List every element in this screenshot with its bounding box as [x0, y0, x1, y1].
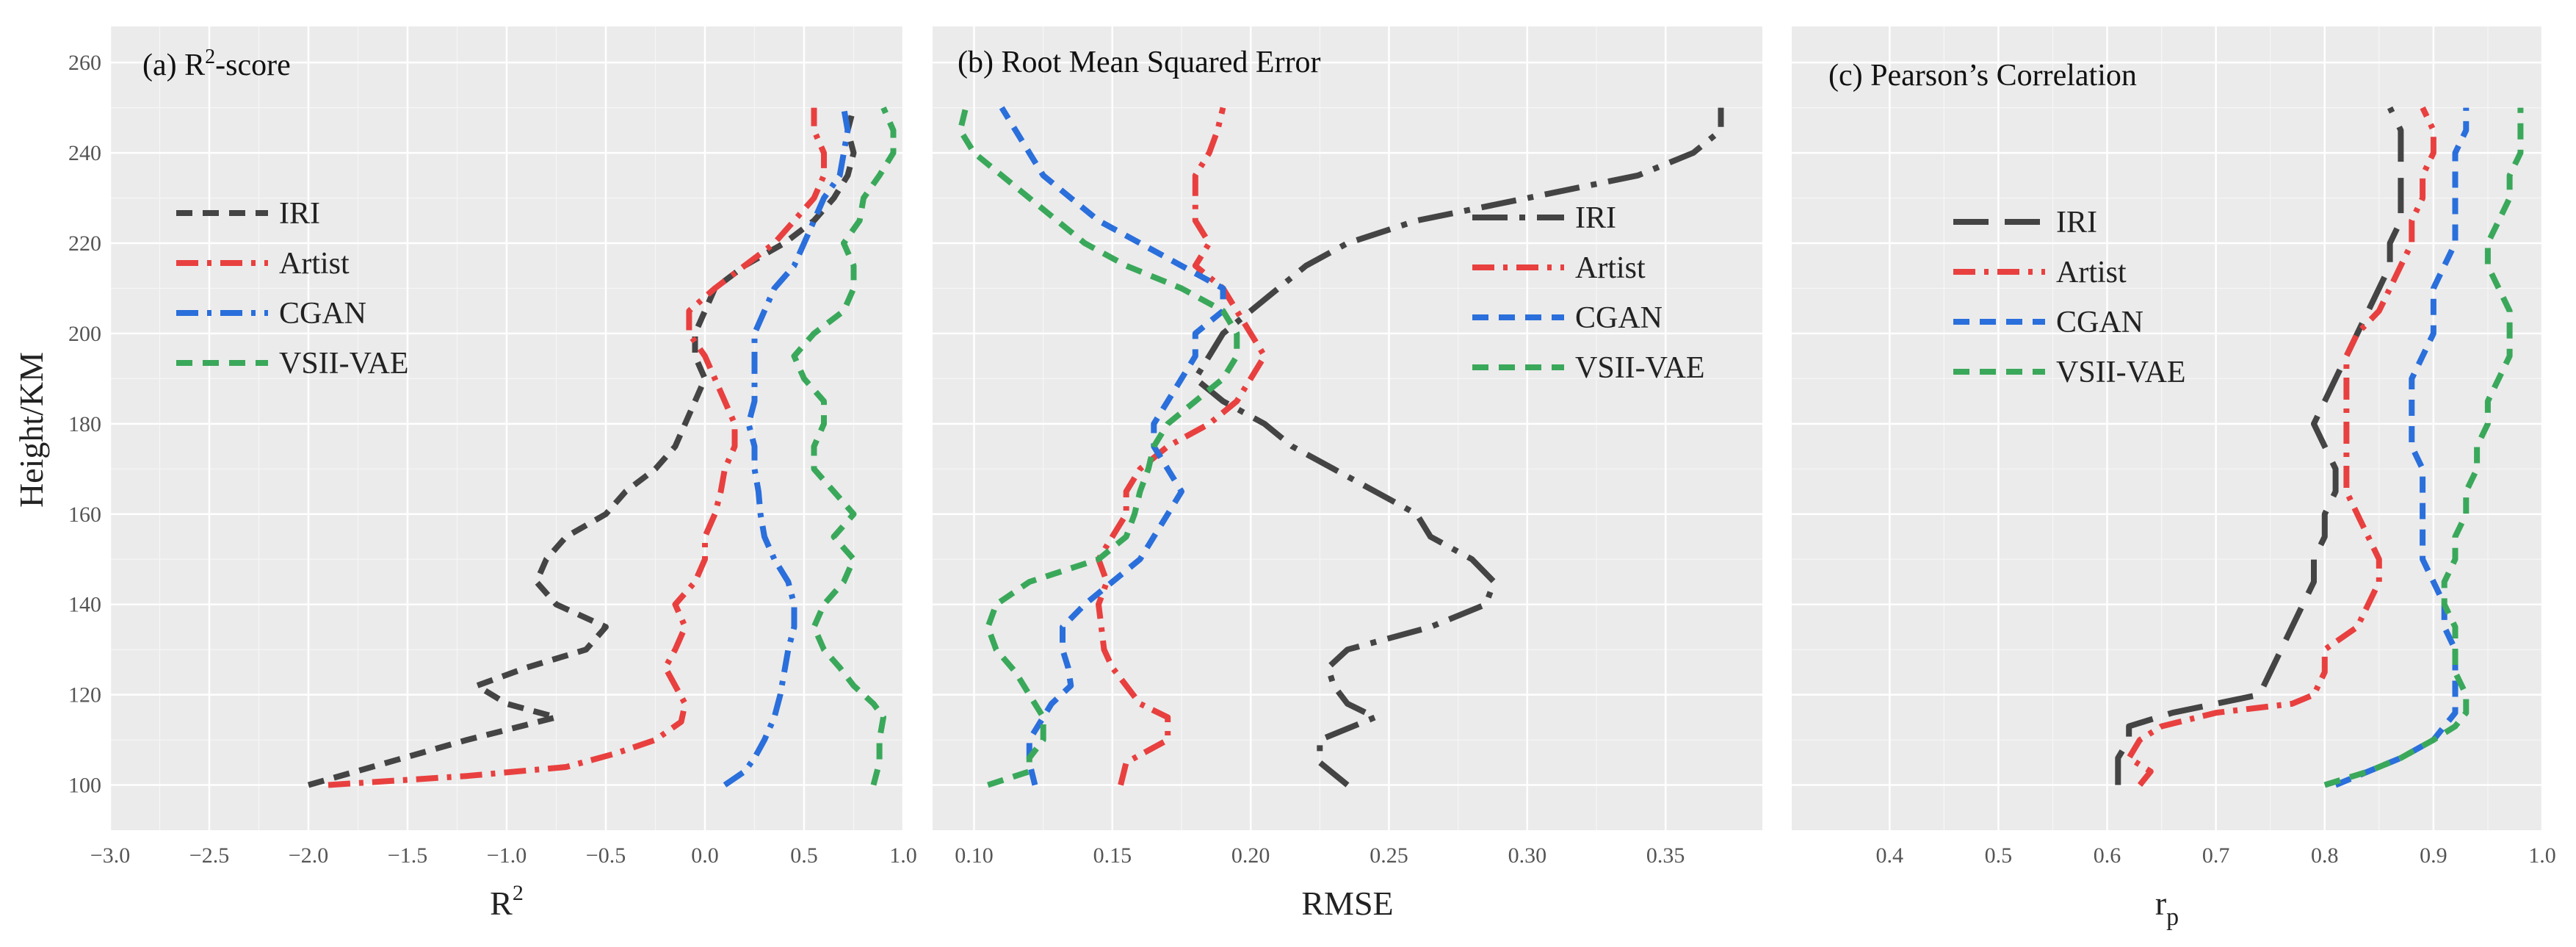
- x-tick-label: 0.4: [1876, 843, 1904, 868]
- x-tick-label: 1.0: [2528, 843, 2556, 868]
- legend: IRI Artist CGAN VSII-VAE: [1472, 201, 1705, 385]
- x-tick-label: 0.5: [1985, 843, 2013, 868]
- y-tick-label: 160: [68, 503, 101, 527]
- x-tick-label: 0.15: [1093, 843, 1132, 868]
- panel-title: (b) Root Mean Squared Error: [958, 46, 1321, 79]
- legend-label: Artist: [2056, 256, 2127, 289]
- x-tick-label: 0.25: [1370, 843, 1408, 868]
- x-tick-label: 0.10: [955, 843, 994, 868]
- legend-label: IRI: [2056, 206, 2097, 240]
- x-tick-label: 1.0: [889, 843, 917, 868]
- y-tick-label: 240: [68, 141, 101, 165]
- x-tick-label: −2.5: [189, 843, 229, 868]
- y-tick-label: 140: [68, 593, 101, 617]
- x-tick-label: 0.35: [1646, 843, 1685, 868]
- series-cgan: [723, 107, 851, 788]
- panel-3: 0.4 0.5 0.6 0.7 0.8 0.9 1.0 (c) Pearson’s Corre…: [1792, 26, 2556, 931]
- legend-label: VSII-VAE: [1575, 351, 1705, 385]
- series-iri: [307, 107, 857, 788]
- plot-area: [933, 26, 1762, 830]
- legend-label: Artist: [1575, 251, 1646, 285]
- panels: −3.0 −2.5 −2.0 −1.5 −1.0 −0.5 0.0 0.5 1.0 100 120 1…: [68, 26, 2556, 931]
- x-tick-label: 0.6: [2094, 843, 2121, 868]
- y-tick-label: 100: [68, 774, 101, 798]
- x-tick-label: 0.8: [2311, 843, 2339, 868]
- legend-label: CGAN: [2056, 306, 2143, 339]
- legend-label: CGAN: [1575, 301, 1663, 335]
- legend-label: Artist: [279, 247, 350, 281]
- series-artist: [328, 107, 827, 788]
- y-tick-label: 180: [68, 412, 101, 436]
- x-tick-label: 0.0: [691, 843, 719, 868]
- legend-label: IRI: [1575, 201, 1616, 235]
- legend-label: CGAN: [279, 297, 366, 331]
- x-tick-label: 0.30: [1508, 843, 1547, 868]
- series-vsii-vae: [2323, 107, 2524, 788]
- y-tick-label: 220: [68, 231, 101, 256]
- x-tick-label: −1.0: [487, 843, 527, 868]
- x-tick-label: 0.20: [1231, 843, 1270, 868]
- x-tick-label: 0.5: [790, 843, 818, 868]
- series-iri: [2115, 106, 2404, 785]
- legend-label: VSII-VAE: [279, 347, 409, 381]
- x-tick-label: 0.9: [2420, 843, 2447, 868]
- x-axis-label: R2: [490, 881, 524, 922]
- legend: IRI Artist CGAN VSII-VAE: [176, 197, 409, 381]
- series-vsii-vae: [957, 107, 1240, 788]
- legend: IRI Artist CGAN VSII-VAE: [1953, 206, 2186, 389]
- series-cgan: [2334, 107, 2470, 788]
- x-tick-label: −0.5: [586, 843, 626, 868]
- panel-1: −3.0 −2.5 −2.0 −1.5 −1.0 −0.5 0.0 0.5 1.0 100 120 1…: [68, 26, 917, 922]
- panel-2: 0.10 0.15 0.20 0.25 0.30 0.35 (b) Root Mean Sq…: [933, 26, 1762, 922]
- legend-label: VSII-VAE: [2056, 356, 2186, 389]
- x-axis-label: rp: [2155, 885, 2179, 931]
- y-tick-label: 200: [68, 322, 101, 346]
- x-axis-label: RMSE: [1301, 885, 1393, 922]
- plot-area: [1792, 26, 2542, 830]
- y-axis-label: Height/KM: [12, 352, 50, 508]
- x-tick-label: 0.7: [2202, 843, 2230, 868]
- x-tick-label: −1.5: [388, 843, 427, 868]
- series-iri: [1192, 107, 1724, 788]
- y-tick-label: 260: [68, 51, 101, 75]
- legend-label: IRI: [279, 197, 320, 231]
- x-tick-label: −3.0: [90, 843, 130, 868]
- series-cgan: [999, 106, 1226, 786]
- series-artist: [2126, 106, 2436, 788]
- series-vsii-vae: [791, 106, 897, 786]
- panel-title: (a) R2-score: [142, 46, 291, 82]
- panel-title: (c) Pearson’s Correlation: [1828, 59, 2137, 93]
- x-tick-label: −2.0: [289, 843, 328, 868]
- y-tick-label: 120: [68, 683, 101, 707]
